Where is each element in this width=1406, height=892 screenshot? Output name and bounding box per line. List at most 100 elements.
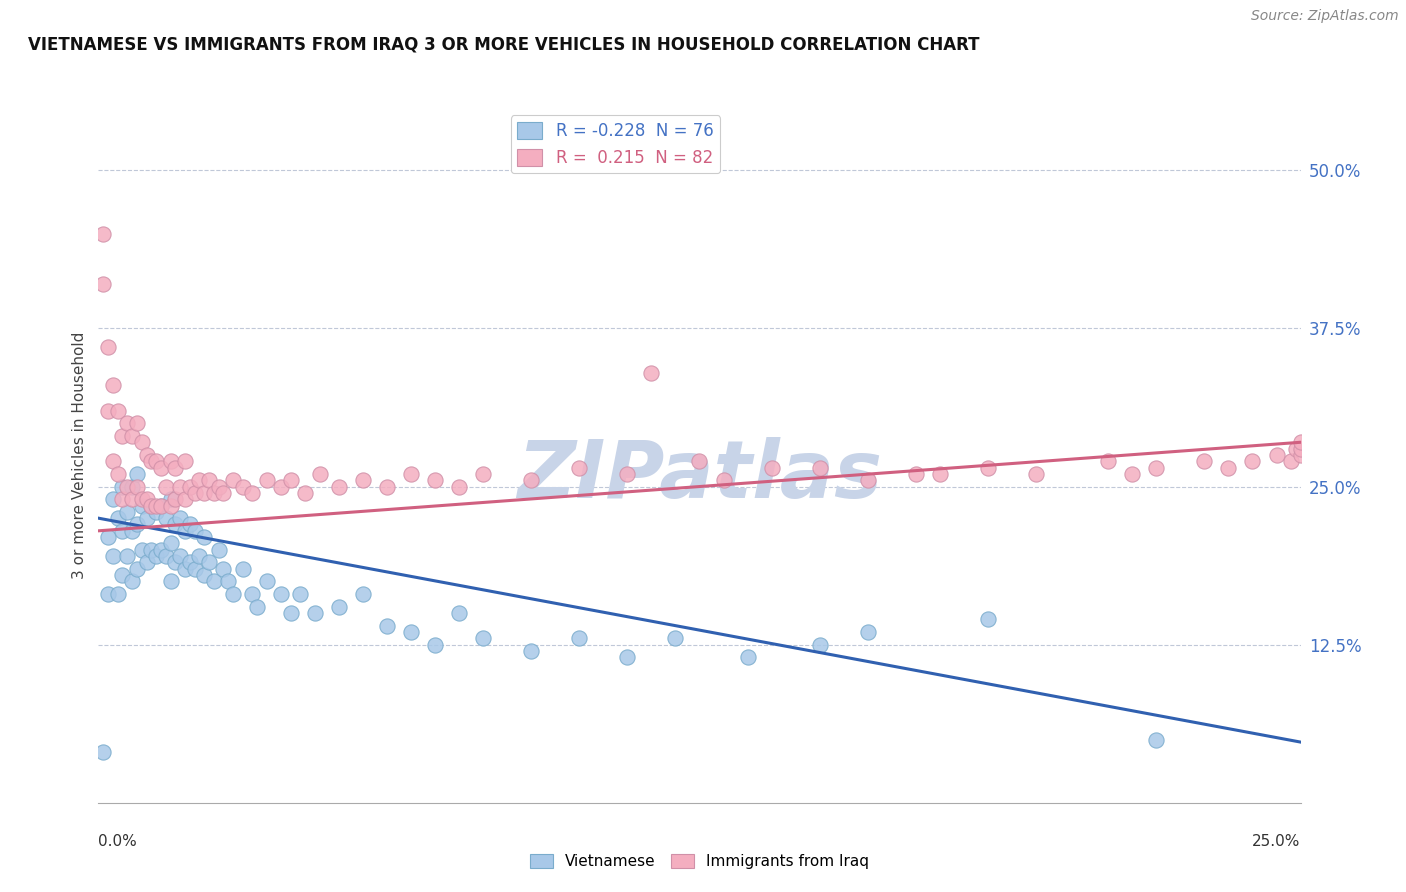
Point <box>294 486 316 500</box>
Point <box>193 486 215 500</box>
Point <box>240 587 263 601</box>
Point <box>202 574 225 589</box>
Point <box>97 587 120 601</box>
Point <box>183 524 205 538</box>
Point <box>1194 454 1216 468</box>
Point <box>169 511 191 525</box>
Point <box>447 479 470 493</box>
Point <box>125 467 148 481</box>
Point <box>1097 454 1119 468</box>
Text: VIETNAMESE VS IMMIGRANTS FROM IRAQ 3 OR MORE VEHICLES IN HOUSEHOLD CORRELATION C: VIETNAMESE VS IMMIGRANTS FROM IRAQ 3 OR … <box>28 36 980 54</box>
Point <box>141 542 163 557</box>
Point <box>145 505 167 519</box>
Point <box>568 460 591 475</box>
Legend: R = -0.228  N = 76, R =  0.215  N = 82: R = -0.228 N = 76, R = 0.215 N = 82 <box>510 115 720 173</box>
Point <box>1025 467 1047 481</box>
Point <box>169 549 191 563</box>
Point <box>169 479 191 493</box>
Point <box>808 460 831 475</box>
Point <box>1121 467 1143 481</box>
Point <box>616 650 638 665</box>
Point <box>125 562 148 576</box>
Point <box>121 479 143 493</box>
Point <box>165 460 187 475</box>
Point <box>111 568 134 582</box>
Point <box>240 486 263 500</box>
Point <box>135 448 157 462</box>
Point <box>1241 454 1264 468</box>
Point <box>188 549 211 563</box>
Point <box>97 340 120 354</box>
Point <box>174 562 197 576</box>
Point <box>308 467 330 481</box>
Point <box>159 536 181 550</box>
Point <box>131 435 153 450</box>
Point <box>280 606 302 620</box>
Point <box>121 429 143 443</box>
Point <box>208 479 231 493</box>
Point <box>107 467 129 481</box>
Point <box>222 473 245 487</box>
Point <box>145 499 167 513</box>
Point <box>111 479 134 493</box>
Point <box>198 556 221 570</box>
Point <box>149 460 172 475</box>
Point <box>111 492 134 507</box>
Point <box>212 486 235 500</box>
Point <box>1285 442 1308 456</box>
Point <box>159 574 181 589</box>
Point <box>155 479 177 493</box>
Point <box>904 467 927 481</box>
Point <box>222 587 245 601</box>
Point <box>159 492 181 507</box>
Point <box>117 417 139 431</box>
Point <box>141 499 163 513</box>
Point <box>179 479 201 493</box>
Point <box>280 473 302 487</box>
Point <box>270 479 292 493</box>
Point <box>117 479 139 493</box>
Point <box>664 632 686 646</box>
Point <box>149 542 172 557</box>
Point <box>107 587 129 601</box>
Point <box>131 542 153 557</box>
Point <box>423 473 446 487</box>
Text: 25.0%: 25.0% <box>1253 834 1301 849</box>
Point <box>1289 448 1312 462</box>
Point <box>165 492 187 507</box>
Point <box>208 542 231 557</box>
Point <box>928 467 950 481</box>
Point <box>246 599 269 614</box>
Point <box>183 562 205 576</box>
Point <box>101 454 124 468</box>
Point <box>1144 460 1167 475</box>
Point <box>1265 448 1288 462</box>
Point <box>121 524 143 538</box>
Point <box>107 403 129 417</box>
Point <box>117 505 139 519</box>
Point <box>193 530 215 544</box>
Point <box>121 492 143 507</box>
Point <box>328 479 350 493</box>
Point <box>91 277 114 292</box>
Point <box>111 429 134 443</box>
Point <box>135 492 157 507</box>
Point <box>145 454 167 468</box>
Point <box>131 499 153 513</box>
Point <box>256 574 278 589</box>
Point <box>375 618 398 632</box>
Point <box>856 625 879 640</box>
Point <box>159 454 181 468</box>
Point <box>447 606 470 620</box>
Point <box>125 417 148 431</box>
Point <box>1289 442 1312 456</box>
Point <box>217 574 239 589</box>
Point <box>165 556 187 570</box>
Point <box>761 460 783 475</box>
Point <box>149 499 172 513</box>
Point <box>375 479 398 493</box>
Point <box>183 486 205 500</box>
Point <box>472 467 495 481</box>
Point <box>977 612 1000 626</box>
Point <box>977 460 1000 475</box>
